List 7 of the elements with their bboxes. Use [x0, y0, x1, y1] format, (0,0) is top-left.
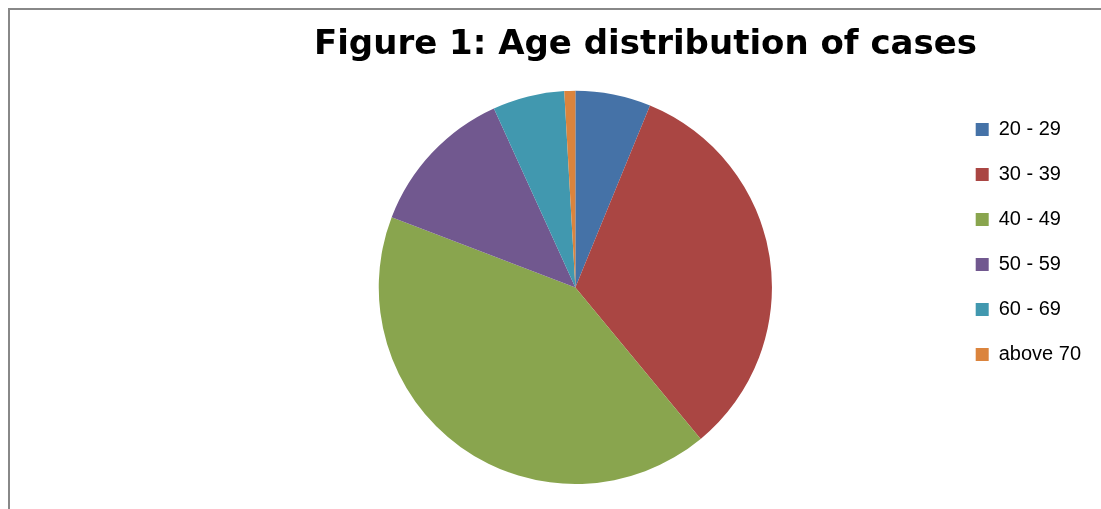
legend-label: above 70: [998, 342, 1081, 365]
legend-label: 50 - 59: [998, 252, 1061, 275]
chart-title: Figure 1: Age distribution of cases: [313, 22, 978, 63]
legend-label: 40 - 49: [998, 207, 1061, 230]
legend-label: 20 - 29: [998, 117, 1061, 140]
legend-label: 30 - 39: [998, 162, 1061, 185]
legend-label: 60 - 69: [998, 297, 1061, 320]
